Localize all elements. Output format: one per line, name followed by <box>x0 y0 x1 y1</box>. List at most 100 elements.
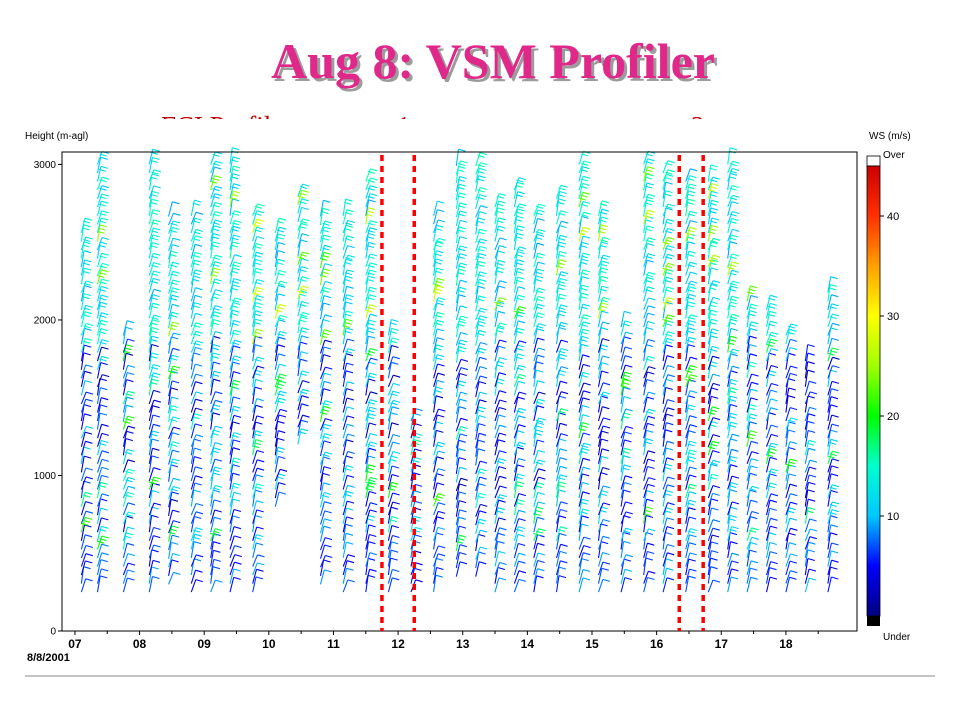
barb-staff <box>190 381 196 396</box>
barb-feather <box>515 279 523 283</box>
barb-feather <box>664 340 672 344</box>
wind-barb <box>746 388 758 405</box>
barb-feather <box>98 304 106 308</box>
wind-barb <box>494 390 507 405</box>
barb-feather <box>152 302 160 306</box>
wind-barb <box>342 500 355 516</box>
barb-staff <box>475 504 481 517</box>
wind-barb <box>274 280 288 293</box>
barb-feather <box>299 220 308 224</box>
barb-feather <box>195 407 203 411</box>
wind-barb <box>513 259 525 276</box>
barb-feather <box>254 358 262 362</box>
barb-feather <box>85 304 93 308</box>
barb-feather <box>602 551 610 556</box>
barb-feather <box>151 198 159 202</box>
barb-staff <box>319 555 326 568</box>
barb-staff <box>297 239 302 257</box>
barb-staff <box>252 576 257 593</box>
barb-staff <box>122 438 127 456</box>
barb-staff <box>455 245 461 261</box>
wind-barb <box>533 491 545 507</box>
barb-feather <box>301 395 309 399</box>
barb-staff <box>707 534 713 550</box>
barb-feather <box>192 202 200 206</box>
wind-barb <box>727 201 739 216</box>
barb-staff <box>365 220 371 234</box>
wind-barb <box>365 207 376 225</box>
barb-staff <box>685 558 690 576</box>
wind-barb <box>342 507 354 524</box>
wind-barb <box>597 321 610 336</box>
wind-barb <box>148 447 160 464</box>
barb-feather <box>457 178 465 182</box>
wind-barb <box>513 457 526 473</box>
wind-barb <box>597 208 610 225</box>
barb-staff <box>475 152 481 167</box>
barb-feather <box>434 389 442 393</box>
barb-feather <box>728 390 737 394</box>
barb-staff <box>707 550 712 567</box>
barb-staff <box>319 406 325 422</box>
barb-staff <box>578 321 584 336</box>
barb-staff <box>80 268 85 285</box>
barb-feather <box>99 412 108 416</box>
barb-staff <box>252 328 257 345</box>
barb-staff <box>578 467 584 482</box>
barb-feather <box>324 518 332 522</box>
barb-staff <box>765 473 771 490</box>
barb-feather <box>645 514 654 519</box>
barb-staff <box>252 468 258 482</box>
barb-staff <box>80 380 86 396</box>
barb-staff <box>96 201 102 216</box>
barb-feather <box>83 404 92 408</box>
wind-barb <box>578 536 591 550</box>
barb-staff <box>643 237 649 251</box>
barb-staff <box>707 406 713 422</box>
wind-barb <box>643 396 655 413</box>
wind-profile-column <box>80 217 94 593</box>
barb-feather <box>256 226 264 230</box>
barb-feather <box>150 193 158 197</box>
wind-barb <box>96 224 108 242</box>
barb-feather <box>518 570 527 574</box>
wind-barb <box>365 422 377 439</box>
barb-feather <box>367 195 375 199</box>
wind-barb <box>555 220 569 234</box>
barb-feather <box>367 557 376 561</box>
wind-barb <box>727 464 738 481</box>
barb-feather <box>276 383 285 387</box>
barb-feather <box>477 439 486 443</box>
barb-feather <box>623 395 632 400</box>
barb-staff <box>533 534 539 550</box>
barb-feather <box>729 256 737 260</box>
barb-feather <box>390 506 399 510</box>
wind-barb <box>533 468 546 482</box>
wind-barb <box>365 533 377 550</box>
barb-staff <box>297 380 304 394</box>
barb-staff <box>433 373 439 387</box>
wind-barb <box>319 418 333 431</box>
barb-feather <box>392 501 400 505</box>
barb-staff <box>387 516 393 533</box>
barb-staff <box>80 501 87 516</box>
barb-feather <box>643 215 651 219</box>
barb-feather <box>459 509 467 513</box>
barb-staff <box>210 533 215 550</box>
wind-barb <box>210 292 221 310</box>
barb-feather <box>150 159 158 164</box>
barb-feather <box>437 372 445 376</box>
barb-feather <box>369 253 378 257</box>
wind-barb <box>475 260 486 278</box>
barb-feather <box>751 373 759 377</box>
barb-staff <box>148 467 155 482</box>
barb-staff <box>662 277 667 293</box>
barb-feather <box>153 219 161 223</box>
barb-feather <box>687 452 695 456</box>
barb-feather <box>771 468 779 472</box>
barb-feather <box>748 364 756 368</box>
barb-feather <box>600 299 608 303</box>
wind-barb <box>229 457 241 473</box>
barb-feather <box>96 274 105 278</box>
wind-barb <box>685 558 696 576</box>
